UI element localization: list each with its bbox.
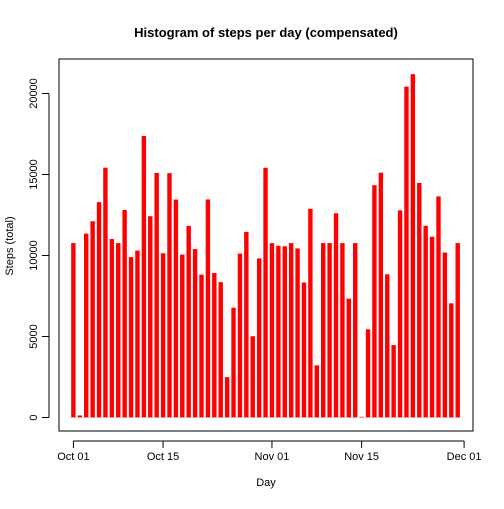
bar (333, 213, 339, 418)
bar (160, 253, 166, 418)
y-tick-label: 20000 (28, 78, 40, 109)
y-tick-label: 0 (28, 414, 40, 420)
y-axis-label: Steps (total) (4, 216, 16, 275)
bar (135, 250, 140, 418)
x-tick-label: Nov 01 (255, 451, 290, 463)
bar (224, 377, 230, 418)
bar (340, 243, 345, 418)
bar (410, 74, 416, 418)
bar (103, 167, 108, 418)
bar (154, 172, 159, 418)
bar (212, 273, 217, 418)
bar (301, 282, 307, 418)
bar (423, 225, 428, 418)
bar (308, 208, 313, 418)
bar (449, 303, 454, 418)
bar (128, 257, 134, 418)
bar (218, 282, 223, 418)
y-tick-label: 5000 (28, 324, 40, 348)
bar (359, 416, 364, 418)
plot-frame (58, 58, 474, 432)
bar (109, 239, 115, 418)
y-tick-label: 15000 (28, 159, 40, 190)
bar (378, 172, 384, 418)
bar (314, 365, 319, 418)
bar (295, 248, 300, 418)
bar (417, 182, 422, 418)
chart-title: Histogram of steps per day (compensated) (134, 25, 398, 40)
x-axis: Oct 01 Oct 15 Nov 01 Nov 15 Dec 01 (57, 440, 482, 463)
bar (455, 243, 460, 418)
bar (327, 243, 332, 418)
bar (173, 199, 179, 418)
bars-group (71, 74, 460, 418)
bar (96, 202, 102, 418)
bar (84, 233, 89, 418)
x-axis-label: Day (256, 477, 276, 489)
bar (282, 246, 287, 418)
bar (237, 253, 243, 418)
bar (192, 249, 198, 418)
bar (205, 199, 211, 418)
bar (429, 236, 435, 418)
x-tick-label: Nov 15 (344, 451, 379, 463)
x-tick-label: Dec 01 (447, 451, 482, 463)
bar (397, 210, 403, 418)
bar (244, 231, 249, 418)
bar (442, 252, 448, 418)
bar (353, 243, 358, 418)
bar (391, 345, 396, 418)
y-tick-label: 10000 (28, 240, 40, 271)
bar (276, 245, 281, 418)
bar (372, 185, 377, 418)
bar (256, 258, 262, 418)
bar (263, 167, 268, 418)
bar (385, 274, 390, 418)
bar (404, 86, 409, 418)
bar (90, 221, 95, 418)
x-tick-label: Oct 15 (147, 451, 179, 463)
bar (199, 274, 204, 418)
bar (71, 243, 76, 418)
bar (116, 243, 121, 418)
bar (250, 336, 255, 418)
bar (436, 196, 441, 418)
bar (346, 298, 352, 418)
bar (167, 173, 172, 418)
bar (321, 243, 326, 418)
bar (186, 225, 191, 418)
y-axis: 0 5000 10000 15000 20000 (28, 78, 50, 421)
bar (122, 209, 127, 418)
bar (77, 415, 83, 418)
bar (288, 243, 294, 418)
bar (180, 254, 185, 418)
bar (141, 135, 147, 418)
bar (148, 216, 153, 418)
x-tick-label: Oct 01 (57, 451, 89, 463)
bar (365, 329, 371, 418)
bar (269, 243, 275, 418)
bar (231, 307, 236, 418)
